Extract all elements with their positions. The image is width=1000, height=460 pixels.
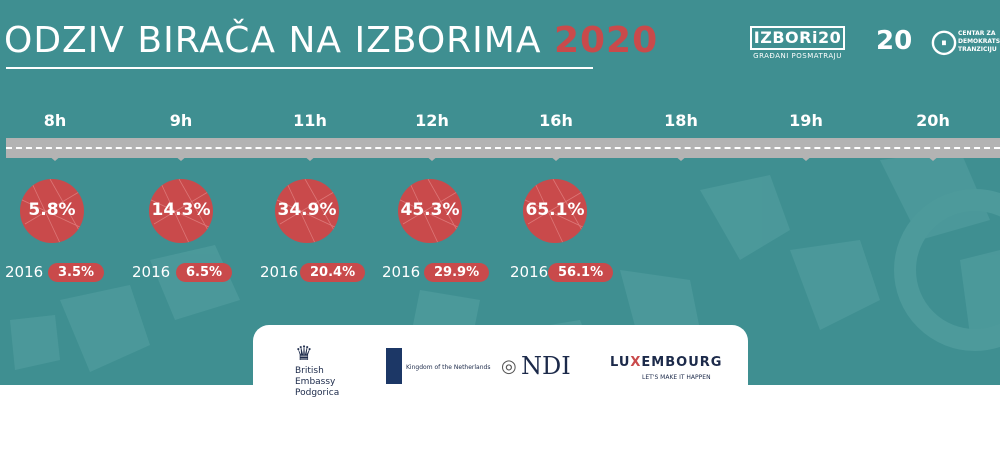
turnout-value: 45.3%: [400, 200, 460, 220]
timeline-dashes: [6, 147, 1000, 149]
previous-turnout-badge: 6.5%: [176, 263, 233, 282]
previous-turnout-badge: 56.1%: [548, 263, 614, 282]
turnout-bubble: 34.9%: [275, 179, 339, 243]
turnout-bubble: 45.3%: [398, 179, 462, 243]
luxembourg-logo: LUXEMBOURG: [610, 355, 722, 370]
luxembourg-part-b: EMBOURG: [641, 355, 723, 370]
previous-year-label: 2016: [510, 263, 549, 281]
luxembourg-part-a: LU: [610, 355, 631, 370]
turnout-value: 34.9%: [277, 200, 337, 220]
hour-label: 9h: [169, 111, 193, 130]
timeline-notch: [48, 155, 62, 161]
globe-icon: ◎: [501, 356, 517, 377]
timeline-notch: [926, 155, 940, 161]
timeline-notch: [549, 155, 563, 161]
sponsors-panel: ♛ British Embassy Podgorica Kingdom of t…: [253, 325, 748, 398]
hour-label: 11h: [293, 111, 327, 130]
previous-year-label: 2016: [260, 263, 299, 281]
previous-turnout-badge: 3.5%: [48, 263, 105, 282]
turnout-bubble: 14.3%: [149, 179, 213, 243]
izbori-logo-text: IZBORi20: [750, 26, 845, 50]
cdt-logo-text: CENTAR ZA DEMOKRATSKU TRANZICIJU: [958, 30, 1000, 53]
izbori-logo: IZBORi20 GRAĐANI POSMATRAJU: [750, 26, 845, 62]
previous-year-label: 2016: [5, 263, 44, 281]
hour-label: 19h: [789, 111, 823, 130]
title-year: 2020: [553, 20, 659, 61]
british-embassy-label: British Embassy Podgorica: [295, 366, 340, 398]
bubble-texture: [20, 179, 84, 243]
timeline-notch: [303, 155, 317, 161]
british-crest-icon: ♛: [295, 341, 313, 365]
izbori-logo-subtitle: GRAĐANI POSMATRAJU: [753, 52, 842, 60]
luxembourg-x: X: [630, 355, 642, 370]
turnout-value: 5.8%: [28, 200, 76, 220]
turnout-value: 14.3%: [151, 200, 211, 220]
ndi-label: NDI: [521, 352, 571, 380]
hour-label: 12h: [415, 111, 449, 130]
netherlands-emblem-icon: [386, 348, 402, 384]
bubble-texture: [523, 179, 587, 243]
timeline-bar: [6, 138, 1000, 158]
hour-label: 18h: [664, 111, 698, 130]
turnout-banner: ODZIV BIRAČA NA IZBORIMA 2020 IZBORi20 G…: [0, 0, 1000, 385]
bubble-texture: [398, 179, 462, 243]
hour-label: 20h: [916, 111, 950, 130]
hour-label: 16h: [539, 111, 573, 130]
luxembourg-slogan: LET'S MAKE IT HAPPEN: [642, 374, 711, 381]
timeline-notch: [799, 155, 813, 161]
turnout-bubble: 5.8%: [20, 179, 84, 243]
netherlands-label: Kingdom of the Netherlands: [406, 364, 491, 371]
title-underline: [6, 67, 593, 69]
timeline-notch: [425, 155, 439, 161]
previous-year-label: 2016: [132, 263, 171, 281]
cdt-icon: ⨀: [931, 27, 957, 57]
page-title: ODZIV BIRAČA NA IZBORIMA 2020: [4, 20, 658, 61]
timeline-notch: [674, 155, 688, 161]
twenty-years-logo: 20: [876, 26, 913, 56]
turnout-value: 65.1%: [525, 200, 585, 220]
bubble-texture: [275, 179, 339, 243]
previous-turnout-badge: 20.4%: [300, 263, 366, 282]
timeline-notch: [174, 155, 188, 161]
bubble-texture: [149, 179, 213, 243]
hour-label: 8h: [43, 111, 67, 130]
previous-turnout-badge: 29.9%: [424, 263, 490, 282]
previous-year-label: 2016: [382, 263, 421, 281]
turnout-bubble: 65.1%: [523, 179, 587, 243]
title-main: ODZIV BIRAČA NA IZBORIMA: [4, 20, 542, 61]
